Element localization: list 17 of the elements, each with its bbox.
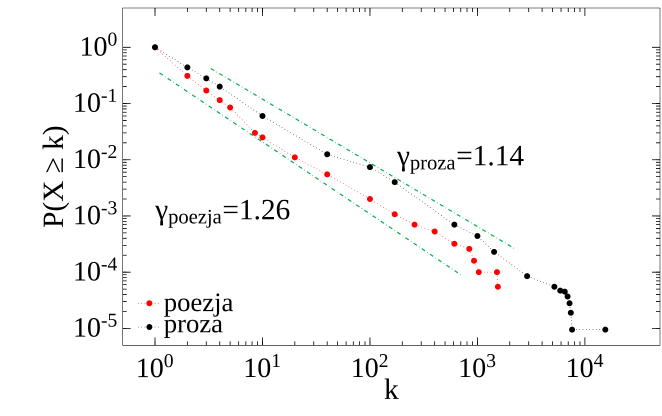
y-tick-label: 10$^{-2}$ bbox=[75, 145, 116, 168]
legend-label: proza bbox=[164, 320, 223, 338]
x-tick-label: 10$^{1}$ bbox=[246, 354, 280, 378]
y-tick-label: 10$^{0}$ bbox=[82, 32, 117, 56]
x-tick-label: 10$^{0}$ bbox=[138, 354, 173, 378]
y-tick-label: 10$^{-4}$ bbox=[75, 258, 117, 281]
x-tick-label: 10$^{4}$ bbox=[568, 354, 604, 378]
x-tick-label: 10$^{2}$ bbox=[353, 354, 388, 378]
annotation: γ$_{proza}$=1.14 bbox=[396, 146, 524, 174]
y-tick-label: 10$^{-3}$ bbox=[75, 201, 117, 225]
y-axis-title: P(X ≥ k) bbox=[42, 126, 70, 228]
x-axis-title: k bbox=[384, 378, 399, 399]
y-tick-label: 10$^{-5}$ bbox=[75, 314, 117, 337]
y-tick-label: 10$^{-1}$ bbox=[75, 88, 116, 112]
annotation: γ$_{poezja}$=1.26 bbox=[155, 200, 290, 228]
x-tick-label: 10$^{3}$ bbox=[460, 354, 496, 378]
legend-label: poezja bbox=[164, 293, 233, 317]
